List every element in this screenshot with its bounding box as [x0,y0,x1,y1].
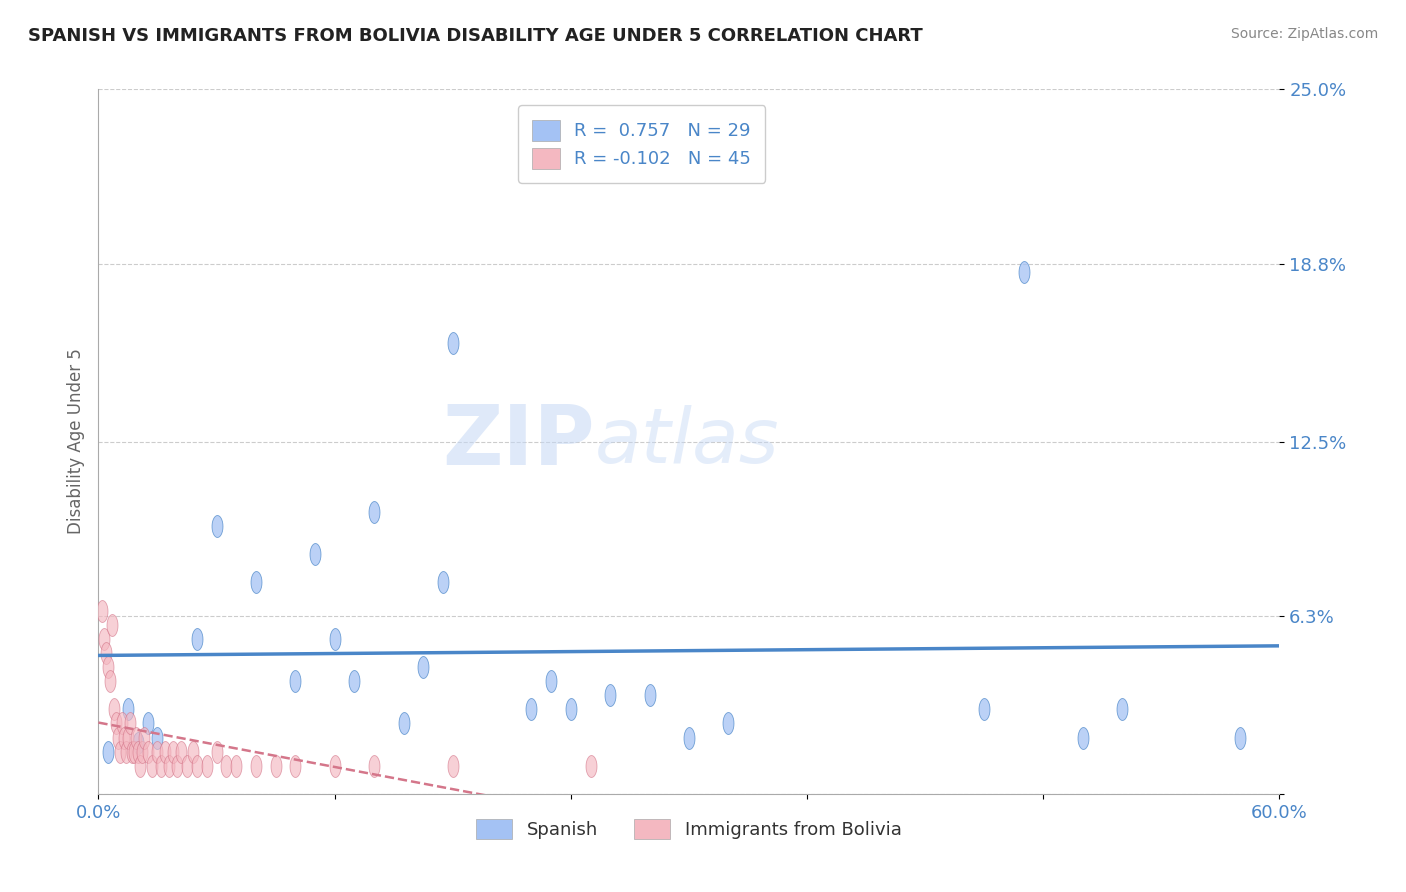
Point [215,758,238,772]
Point [162,745,184,759]
Point [166,758,188,772]
Point [205,745,228,759]
Point [136,745,159,759]
Point [91,604,114,618]
Point [128,758,150,772]
Point [1111,702,1133,716]
Point [195,758,218,772]
Point [599,688,621,702]
Point [115,745,138,759]
Point [108,745,131,759]
Point [141,758,163,772]
Point [117,731,139,745]
Point [97,660,120,674]
Point [284,758,307,772]
Point [186,758,208,772]
Point [717,716,740,731]
Point [176,758,198,772]
Point [363,758,385,772]
Point [105,716,128,731]
Text: SPANISH VS IMMIGRANTS FROM BOLIVIA DISABILITY AGE UNDER 5 CORRELATION CHART: SPANISH VS IMMIGRANTS FROM BOLIVIA DISAB… [28,27,922,45]
Point [107,731,129,745]
Point [579,758,602,772]
Point [560,702,582,716]
Point [155,745,177,759]
Point [127,745,149,759]
Point [136,716,159,731]
Point [146,745,169,759]
Point [181,745,204,759]
Point [1229,731,1251,745]
Point [186,632,208,646]
Point [412,660,434,674]
Point [1012,265,1035,279]
Point [98,674,121,689]
Point [132,731,155,745]
Point [284,674,307,689]
Point [117,702,139,716]
Point [122,745,145,759]
Point [225,758,247,772]
Text: atlas: atlas [595,405,779,478]
Y-axis label: Disability Age Under 5: Disability Age Under 5 [66,349,84,534]
Point [343,674,366,689]
Point [101,617,124,632]
Point [112,731,135,745]
Legend: Spanish, Immigrants from Bolivia: Spanish, Immigrants from Bolivia [467,810,911,848]
Point [97,745,120,759]
Point [121,745,143,759]
Point [118,716,141,731]
Point [323,758,346,772]
Point [363,505,385,519]
Point [245,575,267,590]
Point [150,758,173,772]
Point [170,745,193,759]
Text: ZIP: ZIP [441,401,595,482]
Point [540,674,562,689]
Point [127,736,149,750]
Point [432,575,454,590]
Point [125,731,148,745]
Point [93,632,115,646]
Point [96,646,118,660]
Point [111,716,134,731]
Point [146,731,169,745]
Point [678,731,700,745]
Point [157,758,180,772]
Point [441,758,464,772]
Point [205,519,228,533]
Point [441,335,464,350]
Point [1071,731,1094,745]
Point [973,702,995,716]
Point [131,745,153,759]
Point [520,702,543,716]
Point [638,688,661,702]
Point [392,716,415,731]
Point [245,758,267,772]
Point [103,702,125,716]
Point [323,632,346,646]
Point [264,758,287,772]
Point [304,547,326,561]
Text: Source: ZipAtlas.com: Source: ZipAtlas.com [1230,27,1378,41]
